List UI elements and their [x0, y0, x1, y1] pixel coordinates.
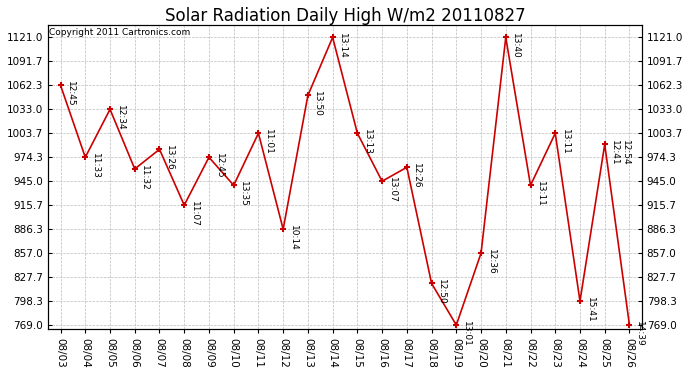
Text: 13:11: 13:11 — [561, 129, 570, 155]
Text: 11:07: 11:07 — [190, 201, 199, 227]
Text: 13:40: 13:40 — [511, 33, 520, 59]
Text: 13:50: 13:50 — [313, 91, 322, 117]
Text: 13:07: 13:07 — [388, 177, 397, 203]
Text: 13:26: 13:26 — [165, 145, 174, 171]
Text: 13:11: 13:11 — [536, 181, 545, 207]
Text: 12:54
12:41: 12:54 12:41 — [610, 140, 630, 166]
Text: 13:35: 13:35 — [239, 181, 248, 207]
Title: Solar Radiation Daily High W/m2 20110827: Solar Radiation Daily High W/m2 20110827 — [165, 7, 525, 25]
Text: 12:50: 12:50 — [437, 279, 446, 305]
Text: 13:13: 13:13 — [363, 129, 372, 155]
Text: 12:34: 12:34 — [115, 105, 125, 131]
Text: 11:33: 11:33 — [91, 153, 100, 179]
Text: 10:14: 10:14 — [288, 225, 297, 251]
Text: Copyright 2011 Cartronics.com: Copyright 2011 Cartronics.com — [50, 28, 190, 37]
Text: 11:01: 11:01 — [264, 129, 273, 155]
Text: 13:01: 13:01 — [462, 321, 471, 347]
Text: 12:45: 12:45 — [215, 153, 224, 179]
Text: 11:32: 11:32 — [140, 165, 149, 190]
Text: 14:39: 14:39 — [635, 321, 644, 346]
Text: 13:14: 13:14 — [338, 33, 347, 59]
Text: 15:41: 15:41 — [586, 297, 595, 323]
Text: 12:26: 12:26 — [413, 163, 422, 189]
Text: 12:36: 12:36 — [486, 249, 495, 275]
Text: 12:45: 12:45 — [66, 81, 75, 107]
